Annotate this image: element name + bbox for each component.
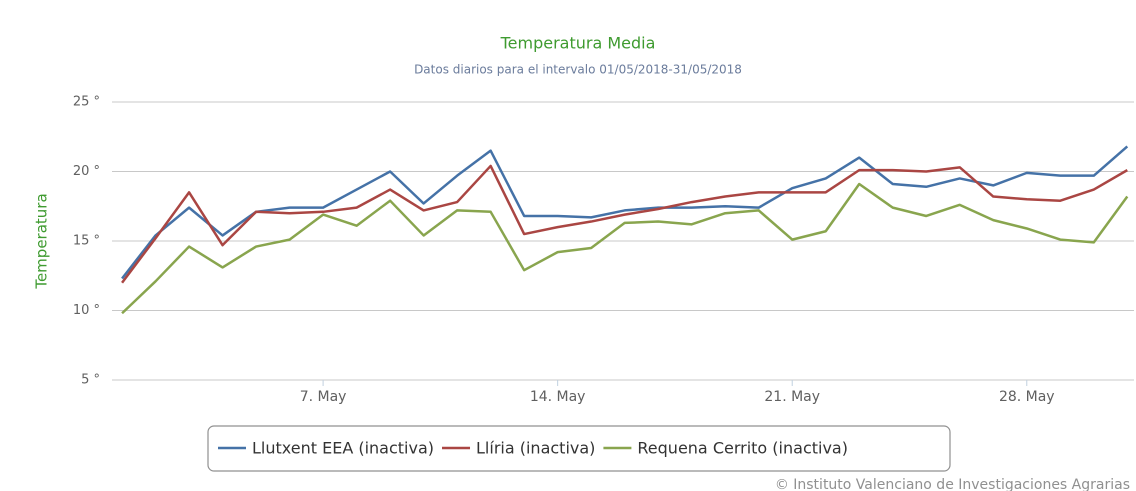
x-tick-label: 28. May — [999, 389, 1055, 405]
x-tick-label: 7. May — [300, 389, 347, 405]
y-tick-label: 5 ° — [81, 373, 100, 388]
legend-label: Requena Cerrito (inactiva) — [637, 439, 848, 458]
credit: © Instituto Valenciano de Investigacione… — [775, 477, 1130, 491]
y-tick-label: 20 ° — [73, 164, 100, 179]
chart-subtitle: Datos diarios para el intervalo 01/05/20… — [414, 63, 742, 77]
legend-box — [207, 425, 951, 472]
y-axis-title: Temperatura — [33, 193, 51, 289]
y-tick-label: 15 ° — [73, 234, 100, 249]
x-tick-label: 21. May — [764, 389, 820, 405]
series-line — [121, 164, 1128, 284]
series-line — [121, 145, 1129, 280]
y-tick-label: 25 ° — [73, 95, 100, 110]
legend-label: Llutxent EEA (inactiva) — [252, 439, 434, 458]
y-tick-label: 10 ° — [73, 303, 100, 318]
x-tick-label: 14. May — [530, 389, 586, 405]
legend-label: Llíria (inactiva) — [476, 439, 595, 458]
chart-title: Temperatura Media — [500, 34, 656, 53]
series-line — [121, 182, 1129, 315]
